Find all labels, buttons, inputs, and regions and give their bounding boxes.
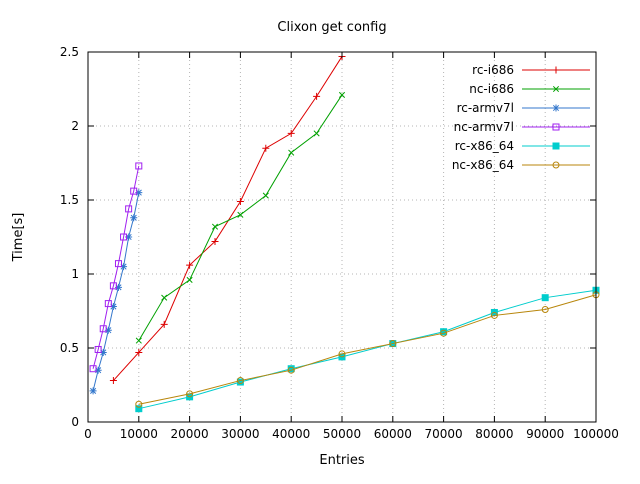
y-axis-label: Time[s]: [11, 213, 26, 263]
marker-nc-x86_64: [389, 340, 397, 348]
marker-rc-i686: [186, 261, 194, 269]
series-line-rc-armv7l: [92, 192, 140, 392]
marker-nc-armv7l: [114, 260, 122, 268]
legend-label-rc-i686: rc-i686: [472, 63, 514, 77]
y-tick-label: 1: [71, 267, 79, 281]
marker-nc-armv7l: [120, 233, 128, 241]
marker-nc-x86_64: [287, 366, 295, 374]
marker-rc-armv7l: [94, 366, 102, 374]
marker-rc-armv7l: [109, 303, 117, 311]
marker-rc-armv7l: [114, 283, 122, 291]
marker-rc-armv7l: [104, 326, 112, 334]
x-tick-label: 10000: [120, 427, 158, 441]
marker-nc-i686: [211, 223, 219, 230]
y-tick-label: 2: [71, 119, 79, 133]
marker-rc-i686: [236, 197, 244, 205]
marker-nc-i686: [262, 192, 269, 199]
x-tick-label: 30000: [221, 427, 259, 441]
marker-nc-armv7l: [99, 325, 107, 333]
series-line-nc-armv7l: [92, 165, 140, 369]
marker-nc-i686: [186, 276, 193, 283]
marker-rc-armv7l: [89, 387, 97, 395]
legend-label-nc-i686: nc-i686: [469, 82, 514, 96]
series-line-nc-x86_64: [138, 294, 597, 405]
marker-rc-i686: [313, 92, 321, 100]
marker-nc-x86_64: [490, 311, 498, 319]
marker-nc-armv7l: [104, 300, 112, 308]
series-line-rc-i686: [113, 56, 343, 381]
x-tick-label: 0: [84, 427, 92, 441]
marker-rc-armv7l: [135, 189, 143, 197]
marker-rc-i686: [552, 66, 560, 74]
x-axis-label: Entries: [319, 453, 365, 468]
marker-rc-i686: [262, 144, 270, 152]
marker-nc-i686: [338, 91, 346, 98]
marker-nc-armv7l: [89, 365, 97, 373]
x-tick-label: 20000: [171, 427, 209, 441]
y-tick-label: 1.5: [60, 193, 79, 207]
marker-nc-x86_64: [440, 329, 448, 337]
marker-nc-x86_64: [135, 400, 143, 408]
marker-nc-x86_64: [236, 377, 244, 385]
marker-nc-x86_64: [552, 161, 560, 169]
marker-nc-armv7l: [552, 123, 560, 131]
marker-rc-i686: [287, 129, 295, 137]
marker-rc-x86_64: [541, 294, 549, 302]
x-tick-label: 50000: [323, 427, 361, 441]
y-tick-label: 0: [71, 415, 79, 429]
marker-rc-i686: [160, 320, 168, 328]
marker-nc-armv7l: [125, 205, 133, 213]
marker-rc-x86_64: [552, 142, 560, 150]
marker-rc-armv7l: [552, 104, 560, 112]
x-tick-label: 100000: [573, 427, 619, 441]
marker-rc-i686: [109, 377, 117, 385]
marker-nc-armv7l: [135, 162, 143, 170]
y-tick-label: 2.5: [60, 45, 79, 59]
marker-nc-i686: [313, 130, 320, 137]
marker-nc-x86_64: [186, 390, 194, 398]
marker-rc-i686: [135, 348, 143, 356]
chart-title: Clixon get config: [277, 20, 386, 35]
marker-rc-x86_64: [135, 405, 143, 413]
x-tick-label: 40000: [272, 427, 310, 441]
x-tick-label: 60000: [374, 427, 412, 441]
x-tick-label: 90000: [526, 427, 564, 441]
marker-rc-i686: [211, 237, 219, 245]
legend-label-rc-armv7l: rc-armv7l: [457, 101, 514, 115]
marker-nc-armv7l: [130, 187, 138, 195]
plot-area: 0 10000 20000 30000 40000 50000 60000 70000 8000…: [60, 45, 619, 441]
legend-label-rc-x86_64: rc-x86_64: [455, 139, 514, 153]
marker-nc-i686: [288, 149, 295, 156]
marker-nc-x86_64: [338, 350, 346, 358]
marker-nc-armv7l: [109, 282, 117, 290]
series-line-rc-x86_64: [138, 289, 597, 410]
marker-rc-armv7l: [125, 233, 133, 241]
marker-nc-i686: [552, 85, 560, 93]
marker-rc-armv7l: [99, 348, 107, 356]
legend-label-nc-x86_64: nc-x86_64: [452, 158, 514, 172]
marker-nc-i686: [237, 211, 244, 218]
legend-label-nc-armv7l: nc-armv7l: [454, 120, 514, 134]
marker-nc-i686: [135, 337, 142, 344]
y-tick-label: 0.5: [60, 341, 79, 355]
marker-rc-armv7l: [130, 214, 138, 222]
marker-nc-x86_64: [541, 306, 549, 314]
x-tick-label: 80000: [475, 427, 513, 441]
marker-nc-i686: [161, 294, 168, 301]
x-tick-label: 70000: [425, 427, 463, 441]
marker-nc-armv7l: [94, 345, 102, 353]
marker-rc-armv7l: [120, 263, 128, 271]
